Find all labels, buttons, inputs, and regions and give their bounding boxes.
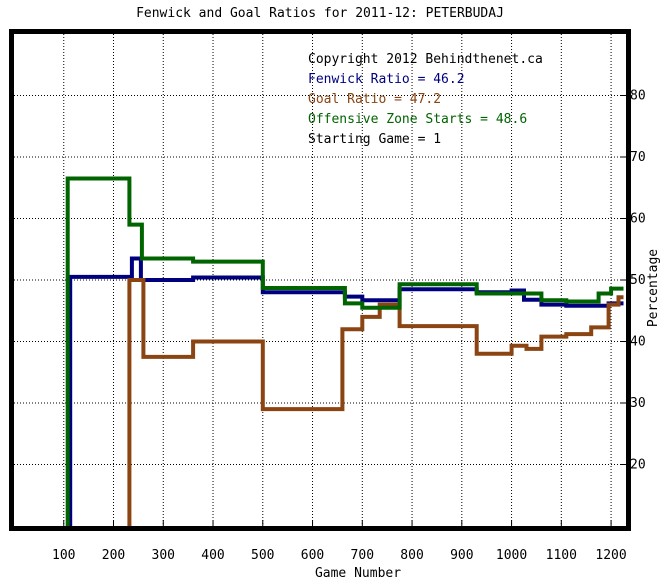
chart-title: Fenwick and Goal Ratios for 2011-12: PET… — [136, 6, 504, 21]
y-tick-label: 70 — [630, 150, 646, 165]
x-tick-label: 300 — [152, 548, 175, 563]
zone-starts-annotation: Offensive Zone Starts = 48.6 — [308, 112, 527, 127]
fenwick-ratio-annotation: Fenwick Ratio = 46.2 — [308, 72, 465, 87]
series-line-2 — [127, 278, 624, 526]
x-tick-label: 800 — [400, 548, 423, 563]
goal-ratio-annotation: Goal Ratio = 47.2 — [308, 92, 441, 107]
x-tick-label: 1200 — [595, 548, 626, 563]
y-axis-ticks: 20 30 40 50 60 70 80 — [620, 89, 646, 473]
y-tick-label: 50 — [630, 273, 646, 288]
y-tick-label: 40 — [630, 335, 646, 350]
x-tick-label: 500 — [251, 548, 274, 563]
x-tick-label: 900 — [450, 548, 473, 563]
series-lines — [65, 176, 624, 526]
y-tick-label: 60 — [630, 212, 646, 227]
x-tick-label: 400 — [201, 548, 224, 563]
x-tick-label: 600 — [301, 548, 324, 563]
x-tick-label: 100 — [52, 548, 75, 563]
y-tick-label: 80 — [630, 89, 646, 104]
starting-game-annotation: Starting Game = 1 — [308, 132, 441, 147]
y-tick-label: 20 — [630, 458, 646, 473]
x-tick-label: 700 — [351, 548, 374, 563]
legend-annotations: Copyright 2012 Behindthenet.ca Fenwick R… — [308, 52, 543, 147]
y-tick-label: 30 — [630, 396, 646, 411]
x-tick-label: 1100 — [546, 548, 577, 563]
copyright-annotation: Copyright 2012 Behindthenet.ca — [308, 52, 543, 67]
x-axis-ticks: 100 200 300 400 500 600 700 800 900 1000 1100 1200 — [52, 520, 627, 563]
x-tick-label: 200 — [102, 548, 125, 563]
series-line-3 — [65, 176, 624, 526]
y-axis-label: Percentage — [646, 249, 661, 327]
x-tick-label: 1000 — [496, 548, 527, 563]
x-axis-label: Game Number — [315, 566, 401, 580]
